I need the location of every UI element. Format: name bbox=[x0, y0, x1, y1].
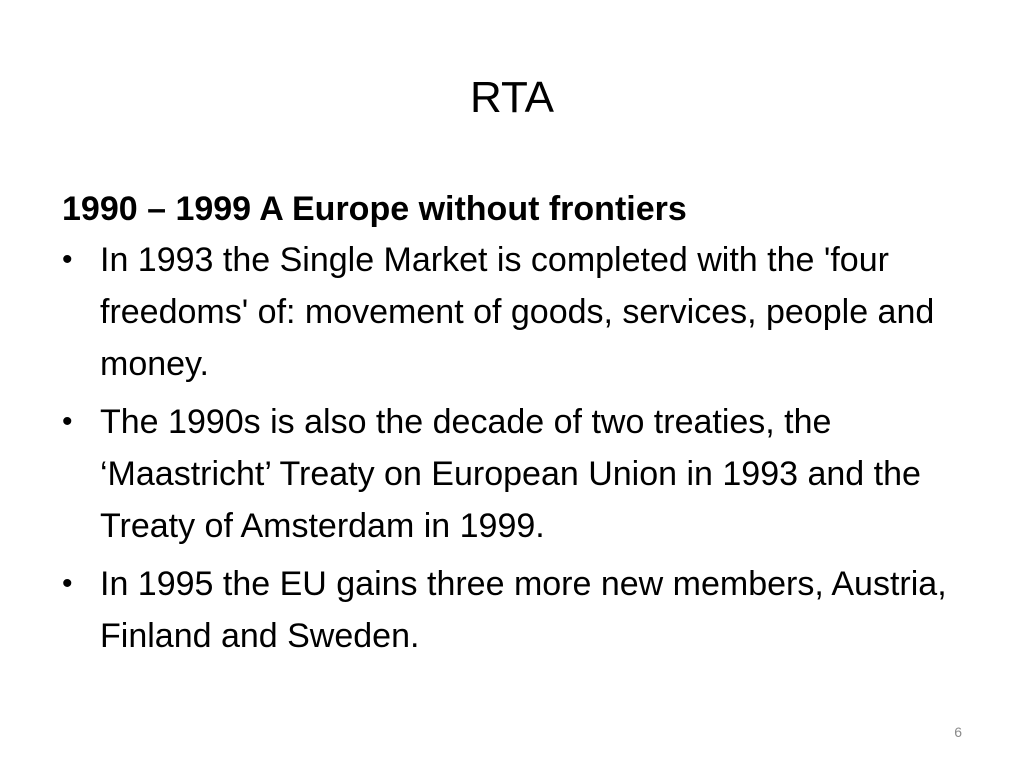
bullet-item: • In 1993 the Single Market is completed… bbox=[62, 234, 982, 390]
bullet-item: • In 1995 the EU gains three more new me… bbox=[62, 558, 982, 662]
bullet-icon: • bbox=[62, 405, 73, 438]
bullet-item: • The 1990s is also the decade of two tr… bbox=[62, 396, 982, 552]
bullet-text: In 1993 the Single Market is completed w… bbox=[100, 241, 935, 383]
slide-number: 6 bbox=[954, 724, 962, 740]
bullet-text: The 1990s is also the decade of two trea… bbox=[100, 403, 921, 545]
bullet-icon: • bbox=[62, 243, 73, 276]
section-heading: 1990 – 1999 A Europe without frontiers bbox=[62, 190, 687, 228]
bullet-list: • In 1993 the Single Market is completed… bbox=[62, 234, 982, 662]
slide-content: 1990 – 1999 A Europe without frontiers •… bbox=[62, 186, 982, 668]
slide-title: RTA bbox=[470, 73, 554, 122]
bullet-icon: • bbox=[62, 567, 73, 600]
bullet-text: In 1995 the EU gains three more new memb… bbox=[100, 565, 947, 655]
